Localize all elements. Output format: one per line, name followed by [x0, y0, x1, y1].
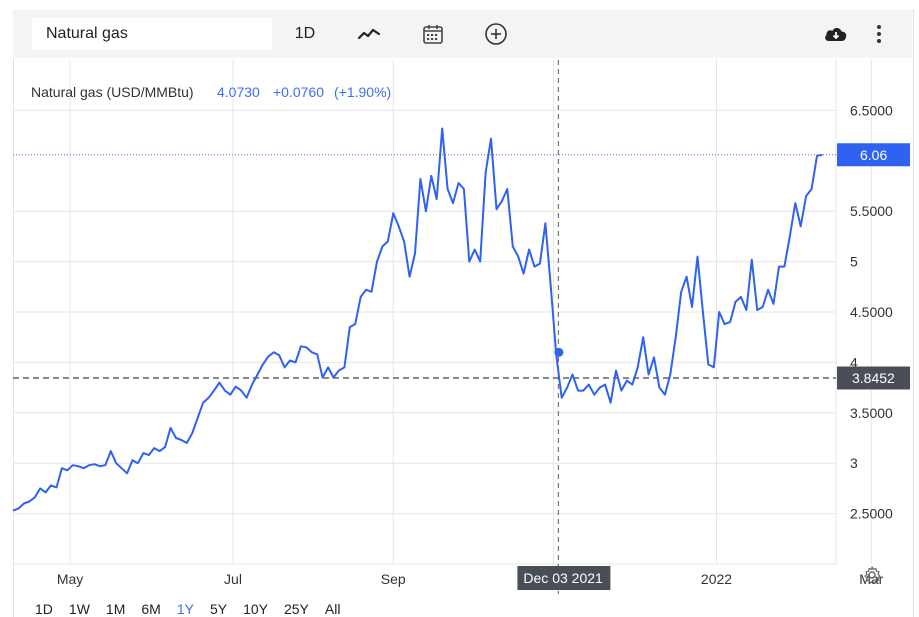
search-input[interactable]: Natural gas: [32, 18, 272, 50]
interval-button[interactable]: 1D: [294, 25, 316, 42]
y-tick-label: 5: [850, 254, 858, 270]
last-price: 4.0730: [217, 84, 260, 100]
y-tick-label: 3.5000: [850, 405, 893, 421]
last-price-label: 6.06: [860, 147, 887, 163]
cloud-download-icon[interactable]: [821, 18, 851, 50]
x-tick-label: Jul: [224, 571, 242, 587]
range-all[interactable]: All: [324, 601, 341, 617]
header-legend: Natural gas (USD/MMBtu) 4.0730 +0.0760 (…: [31, 84, 391, 100]
crosshair-value-box: [837, 366, 910, 390]
toolbar: Natural gas 1D: [13, 10, 912, 58]
crosshair-value-label: 3.8452: [852, 370, 895, 386]
y-tick-label: 5.5000: [850, 203, 893, 219]
range-25y[interactable]: 25Y: [283, 601, 309, 617]
line-chart-icon[interactable]: [354, 18, 384, 50]
add-circle-icon[interactable]: [483, 18, 509, 50]
range-1d[interactable]: 1D: [35, 601, 53, 617]
range-selector: 1D 1W 1M 6M 1Y 5Y 10Y 25Y All: [35, 601, 356, 617]
series-name: Natural gas (USD/MMBtu): [31, 84, 194, 100]
range-5y[interactable]: 5Y: [209, 601, 228, 617]
y-axis-labels: 2.5000 3 3.5000 4 4.5000 5 5.5000 6.5000: [850, 102, 893, 521]
chart-grid: [13, 60, 872, 565]
y-tick-label: 3: [850, 455, 858, 471]
more-vertical-icon[interactable]: [871, 18, 887, 50]
crosshair-date-badge: Dec 03 2021: [517, 566, 611, 590]
range-1y[interactable]: 1Y: [176, 601, 194, 617]
calendar-icon[interactable]: [420, 18, 446, 50]
gear-icon[interactable]: [862, 565, 882, 585]
crosshair-value-badge: 3.8452: [837, 366, 910, 390]
last-price-box: [837, 143, 910, 167]
range-10y[interactable]: 10Y: [243, 601, 268, 617]
y-tick-label: 2.5000: [850, 506, 893, 522]
series-line: [12, 127, 823, 512]
y-tick-label: 6.5000: [850, 102, 893, 118]
x-tick-label: May: [57, 571, 83, 587]
x-tick-label: 2022: [701, 571, 732, 587]
y-tick-label: 4: [850, 354, 858, 370]
price-change-percent: (+1.90%): [334, 84, 391, 100]
price-change: +0.0760: [273, 84, 324, 100]
crosshair-date-box: [517, 566, 611, 590]
x-tick-label: Sep: [381, 571, 406, 587]
range-6m[interactable]: 6M: [141, 601, 161, 617]
x-axis-labels: MayJulSepNov2022Mar: [57, 571, 884, 587]
range-1w[interactable]: 1W: [68, 601, 90, 617]
range-1m[interactable]: 1M: [105, 601, 126, 617]
y-tick-label: 4.5000: [850, 304, 893, 320]
crosshair-date-label: Dec 03 2021: [523, 570, 603, 586]
last-price-badge: 6.06: [837, 143, 910, 167]
crosshair-marker: [554, 347, 564, 357]
